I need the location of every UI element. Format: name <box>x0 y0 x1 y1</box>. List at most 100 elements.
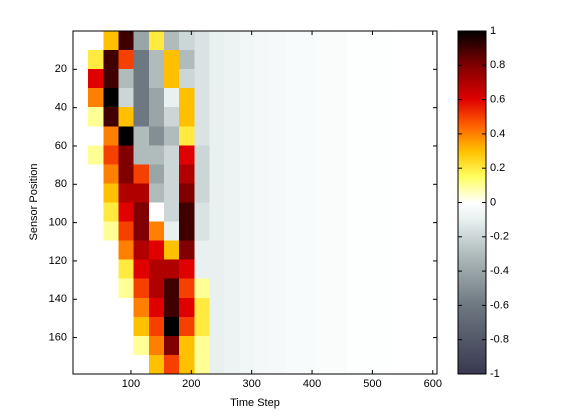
heatmap-cell <box>179 335 195 356</box>
heatmap-cell <box>270 335 286 356</box>
heatmap-cell <box>239 221 256 242</box>
heatmap-cell <box>209 145 226 165</box>
heatmap-cell <box>406 69 423 89</box>
heatmap-cell <box>255 50 271 70</box>
heatmap-cell <box>103 50 119 70</box>
heatmap-cell <box>133 297 150 318</box>
heatmap-cell <box>315 50 332 70</box>
colorbar-tick-label: 0 <box>490 196 496 208</box>
heatmap-cell <box>88 88 104 108</box>
heatmap-cell <box>148 69 165 89</box>
heatmap-cell <box>330 259 347 280</box>
heatmap-cell <box>239 50 256 70</box>
heatmap-cell <box>300 354 317 375</box>
heatmap-cell <box>315 354 332 375</box>
heatmap-cell <box>194 278 210 299</box>
heatmap-cell <box>406 297 423 318</box>
heatmap-cell <box>376 183 392 203</box>
heatmap-cell <box>421 31 438 51</box>
heatmap-cell <box>406 335 423 356</box>
heatmap-cell <box>346 88 362 108</box>
heatmap-cell <box>209 164 226 184</box>
heatmap-cell <box>376 69 392 89</box>
heatmap-cell <box>270 107 286 127</box>
heatmap-cell <box>148 107 165 127</box>
heatmap-cell <box>224 316 241 337</box>
y-tick-label: 160 <box>49 331 67 343</box>
heatmap-cell <box>270 316 286 337</box>
heatmap-cell <box>209 297 226 318</box>
heatmap-cell <box>224 354 241 375</box>
heatmap-cell <box>300 88 317 108</box>
heatmap-cell <box>285 107 301 127</box>
heatmap-cell <box>346 145 362 165</box>
heatmap-cell <box>164 126 180 146</box>
heatmap-cell <box>270 278 286 299</box>
heatmap-cell <box>133 88 150 108</box>
heatmap-cell <box>209 259 226 280</box>
heatmap-cell <box>270 183 286 203</box>
heatmap-cell <box>209 88 226 108</box>
heatmap-cell <box>118 278 135 299</box>
heatmap-cell <box>406 50 423 70</box>
heatmap-cell <box>406 164 423 184</box>
heatmap-cell <box>346 31 362 51</box>
heatmap-cell <box>421 107 438 127</box>
heatmap-cell <box>255 183 271 203</box>
heatmap-cell <box>421 316 438 337</box>
heatmap-cell <box>285 126 301 146</box>
heatmap-cell <box>73 107 89 127</box>
heatmap-cell <box>330 88 347 108</box>
heatmap-cell <box>421 221 438 242</box>
heatmap-cell <box>285 240 301 261</box>
heatmap-cell <box>346 126 362 146</box>
heatmap-cell <box>376 335 392 356</box>
heatmap-cell <box>361 69 377 89</box>
heatmap-cell <box>209 354 226 375</box>
heatmap-cell <box>164 316 180 337</box>
heatmap-cell <box>255 221 271 242</box>
heatmap-cell <box>118 88 135 108</box>
heatmap-cell <box>73 335 89 356</box>
heatmap-cell <box>224 221 241 242</box>
heatmap-cell <box>315 259 332 280</box>
colorbar-tick-label: -0.4 <box>490 265 509 277</box>
heatmap-cell <box>285 316 301 337</box>
heatmap-cell <box>255 240 271 261</box>
heatmap-cell <box>239 164 256 184</box>
heatmap-cell <box>285 335 301 356</box>
heatmap-cell <box>103 88 119 108</box>
heatmap-cell <box>194 164 210 184</box>
heatmap-cell <box>361 88 377 108</box>
heatmap-cell <box>346 354 362 375</box>
heatmap-cell <box>300 107 317 127</box>
heatmap-cell <box>361 107 377 127</box>
heatmap-cell <box>239 354 256 375</box>
heatmap-cell <box>330 202 347 223</box>
heatmap-cell <box>73 202 89 223</box>
heatmap-cell <box>179 69 195 89</box>
heatmap-cell <box>239 183 256 203</box>
heatmap-cell <box>88 240 104 261</box>
heatmap-cell <box>224 145 241 165</box>
heatmap-cell <box>164 183 180 203</box>
heatmap-cell <box>118 297 135 318</box>
heatmap-cell <box>133 183 150 203</box>
heatmap-cell <box>300 69 317 89</box>
heatmap-cell <box>376 202 392 223</box>
heatmap-cell <box>103 297 119 318</box>
heatmap-cell <box>118 335 135 356</box>
heatmap-cell <box>330 164 347 184</box>
heatmap-cell <box>194 88 210 108</box>
heatmap-cell <box>148 316 165 337</box>
heatmap-cell <box>376 316 392 337</box>
colorbar-tick-label: -0.6 <box>490 299 509 311</box>
heatmap-cell <box>391 164 408 184</box>
colorbar-tick-label: 0.6 <box>490 94 505 106</box>
heatmap-cell <box>270 202 286 223</box>
heatmap-cell <box>361 297 377 318</box>
heatmap-cell <box>133 145 150 165</box>
y-tick-label: 80 <box>55 178 67 190</box>
heatmap-cell <box>376 107 392 127</box>
heatmap-cell <box>421 183 438 203</box>
